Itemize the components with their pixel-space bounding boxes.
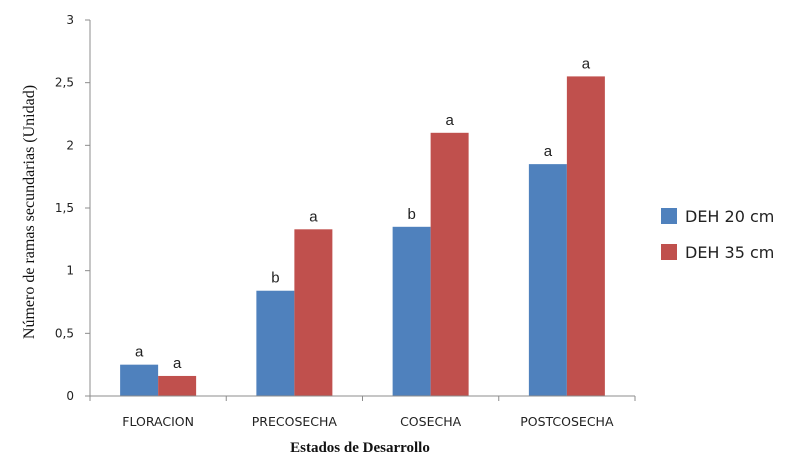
x-tick-label: FLORACION bbox=[122, 414, 194, 429]
y-axis-title: Número de ramas secundarias (Unidad) bbox=[21, 85, 38, 339]
y-tick-label: 0 bbox=[66, 389, 74, 403]
bar bbox=[392, 226, 431, 396]
legend-swatch bbox=[661, 208, 677, 224]
y-tick-label: 0,5 bbox=[55, 326, 74, 340]
bars: a b b a a a a a bbox=[120, 55, 605, 397]
x-axis-title: Estados de Desarrollo bbox=[290, 440, 430, 456]
legend-label: DEH 20 cm bbox=[685, 207, 774, 226]
bar-data-label: a bbox=[173, 355, 182, 372]
y-tick-label: 1 bbox=[66, 264, 74, 278]
x-tick-label: POSTCOSECHA bbox=[520, 414, 614, 429]
y-tick-label: 2 bbox=[66, 138, 74, 152]
x-tick-label: PRECOSECHA bbox=[252, 414, 338, 429]
bar bbox=[158, 375, 197, 396]
legend-swatch bbox=[661, 244, 677, 260]
bar-data-label: a bbox=[445, 112, 454, 129]
bar-data-label: b bbox=[271, 270, 279, 287]
bar bbox=[528, 164, 567, 396]
bar-data-label: a bbox=[582, 55, 591, 72]
x-tick-label: COSECHA bbox=[400, 414, 462, 429]
bar bbox=[120, 364, 159, 396]
bar bbox=[256, 290, 295, 396]
y-tick-label: 3 bbox=[66, 13, 74, 27]
y-axis: 0 0,5 1 1,5 2 2,5 3 bbox=[55, 13, 91, 403]
bar bbox=[566, 76, 605, 397]
bar-data-label: b bbox=[407, 206, 415, 223]
bar-data-label: a bbox=[309, 208, 318, 225]
bar bbox=[430, 132, 469, 397]
y-tick-label: 1,5 bbox=[55, 201, 74, 215]
y-tick-label: 2,5 bbox=[55, 76, 74, 90]
legend: DEH 20 cm DEH 35 cm bbox=[661, 207, 774, 262]
bar-data-label: a bbox=[135, 344, 144, 361]
legend-label: DEH 35 cm bbox=[685, 243, 774, 262]
x-axis: FLORACION PRECOSECHA COSECHA POSTCOSECHA bbox=[89, 395, 636, 429]
bar-data-label: a bbox=[544, 143, 553, 160]
bar bbox=[294, 229, 333, 396]
